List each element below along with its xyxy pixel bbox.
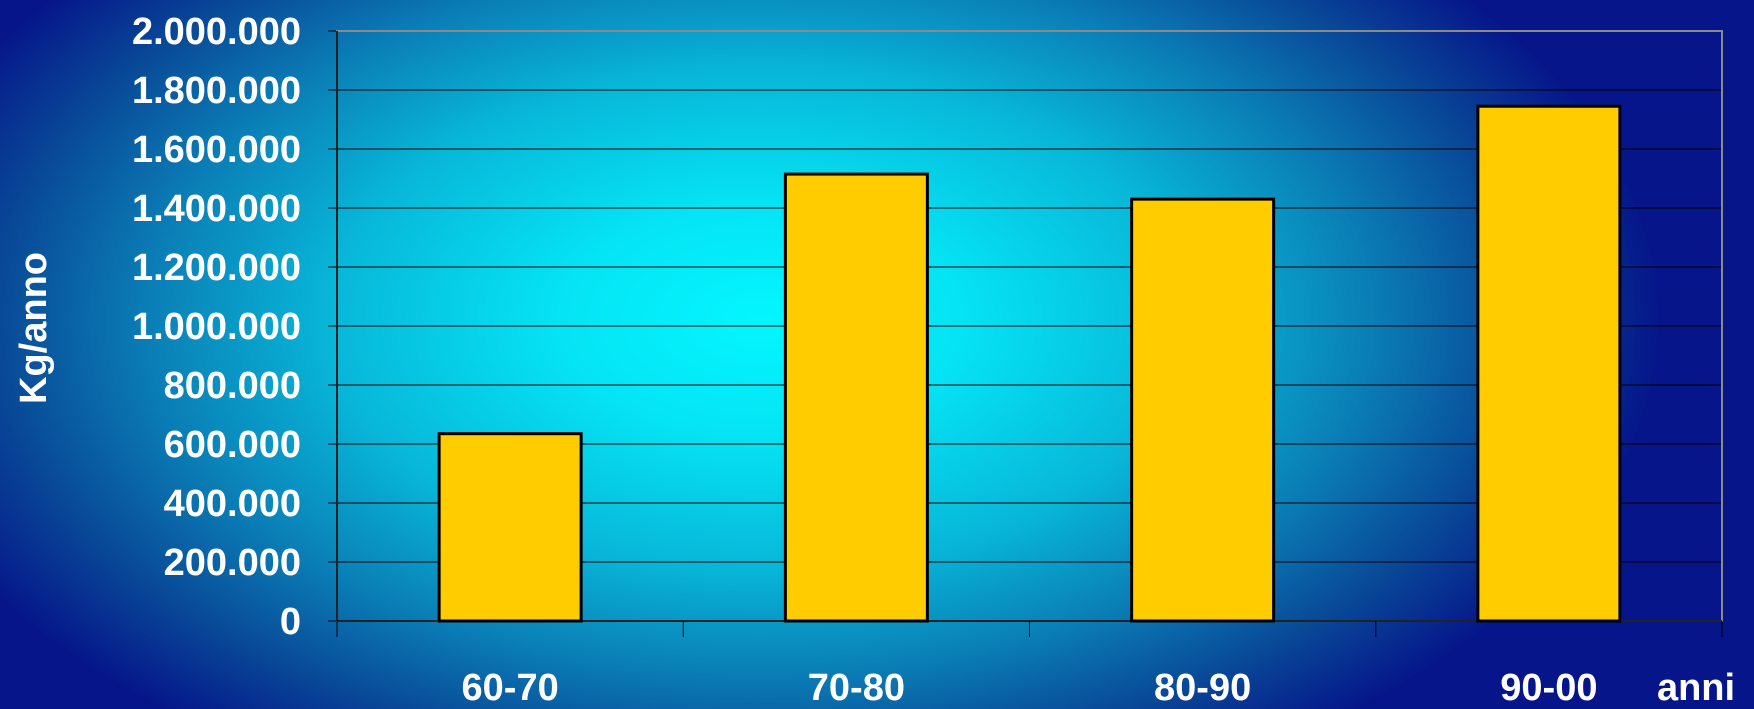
x-tick-label: 60-70 <box>462 667 559 709</box>
y-tick-label: 200.000 <box>164 542 301 584</box>
bar-60-70 <box>437 432 583 623</box>
x-tick-labels: 60-70 70-80 80-90 90-00 <box>462 667 1598 709</box>
y-tick-label: 800.000 <box>164 365 301 407</box>
y-axis-title: Kg/anno <box>13 252 55 404</box>
bars <box>437 104 1622 623</box>
x-tick-label: 80-90 <box>1154 667 1251 709</box>
y-tick-label: 2.000.000 <box>132 11 301 53</box>
y-tick-label: 1.400.000 <box>132 188 301 230</box>
y-tick-label: 1.800.000 <box>132 70 301 112</box>
y-tick-label: 1.600.000 <box>132 129 301 171</box>
y-tick-label: 1.200.000 <box>132 247 301 289</box>
y-tick-label: 0 <box>280 601 301 643</box>
x-tick-label: 70-80 <box>808 667 905 709</box>
x-axis-title: anni <box>1657 667 1735 709</box>
x-tick-label: 90-00 <box>1500 667 1597 709</box>
y-tick-labels: 0 200.000 400.000 600.000 800.000 1.000.000 1.… <box>132 11 301 643</box>
y-tick-label: 1.000.000 <box>132 306 301 348</box>
bar-90-00 <box>1476 104 1622 623</box>
y-tick-label: 600.000 <box>164 424 301 466</box>
bar-70-80 <box>783 172 929 623</box>
bar-80-90 <box>1130 197 1276 623</box>
y-tick-label: 400.000 <box>164 483 301 525</box>
